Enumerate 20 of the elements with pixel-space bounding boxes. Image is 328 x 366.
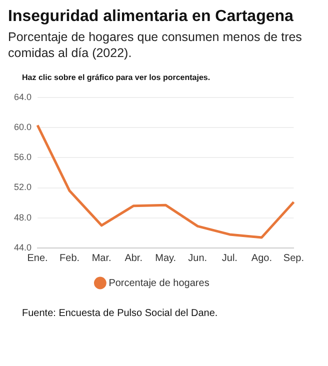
x-tick-label: Sep. (283, 252, 304, 264)
x-tick-label: Jun. (188, 252, 208, 264)
x-tick-label: May. (155, 252, 176, 264)
y-tick-label: 60.0 (14, 122, 32, 132)
y-tick-label: 44.0 (14, 242, 32, 252)
y-tick-label: 48.0 (14, 212, 32, 222)
text: Haz clic sobre el gráfico para ver los porcentajes. (22, 73, 212, 82)
legend-label: Porcentaje de hogares (108, 278, 210, 289)
x-tick-label: Ago. (251, 252, 272, 264)
chart-title: Inseguridad alimentaria en Cartagena (8, 8, 294, 26)
y-tick-label: 64.0 (14, 92, 32, 102)
x-tick-label: Abr. (124, 252, 142, 264)
y-tick-label: 52.0 (14, 182, 32, 192)
x-tick-label: Ene. (27, 252, 48, 264)
chart-subtitle: Porcentaje de hogares que consumen menos de tres comidas al día (2022). (8, 29, 303, 61)
source-note: Fuente: Encuesta de Pulso Social del Dane. (22, 308, 219, 319)
x-tick-label: Mar. (92, 252, 112, 264)
x-tick-label: Feb. (60, 252, 80, 264)
x-tick-label: Jul. (222, 252, 238, 264)
y-tick-label: 56.0 (14, 152, 32, 162)
